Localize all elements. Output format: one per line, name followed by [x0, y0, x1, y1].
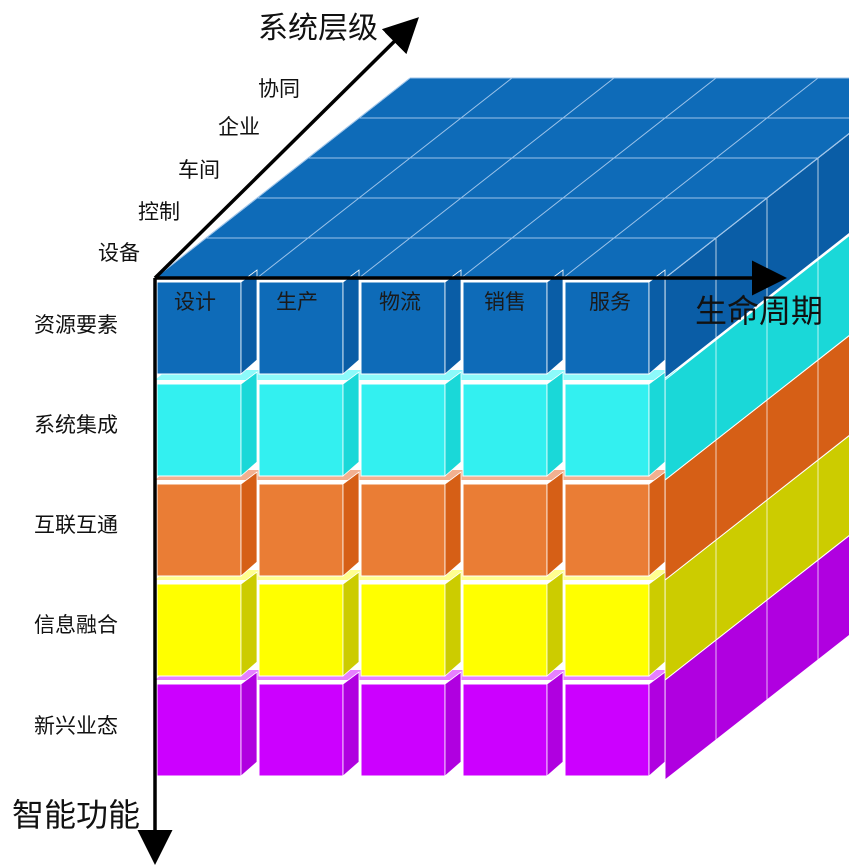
cube-cell-bevel — [648, 371, 666, 477]
cube-cell — [258, 383, 344, 477]
cube-cell-bevel — [546, 471, 564, 577]
cube-cell — [156, 281, 242, 375]
cube-cell-bevel — [444, 471, 462, 577]
cube-cell-bevel — [444, 269, 462, 375]
function-label-fusion: 信息融合 — [34, 613, 118, 637]
cube-cell — [258, 683, 344, 777]
cube-cell — [564, 483, 650, 577]
cube-cell — [360, 683, 446, 777]
cube-cell — [258, 281, 344, 375]
lifecycle-label-production: 生产 — [276, 290, 318, 314]
lifecycle-axis-title: 生命周期 — [695, 292, 823, 330]
system-level-axis — [153, 17, 419, 280]
cube-cell — [360, 483, 446, 577]
top-grid-line — [562, 77, 819, 279]
cube-cell — [156, 383, 242, 477]
cube-cell — [156, 483, 242, 577]
cube-cell-bevel — [546, 671, 564, 777]
cube-cell — [564, 683, 650, 777]
cube-cell-bevel — [546, 571, 564, 677]
cube-cell-bevel — [240, 371, 258, 477]
front-cells — [156, 269, 666, 777]
cube-cell-bevel — [648, 571, 666, 677]
cube-cell-bevel — [648, 471, 666, 577]
system-level-label-workshop: 车间 — [178, 158, 220, 182]
lifecycle-label-service: 服务 — [589, 290, 631, 314]
cube-cell — [156, 683, 242, 777]
cube-cell-bevel — [342, 671, 360, 777]
lifecycle-label-design: 设计 — [174, 290, 216, 314]
function-label-interconnect: 互联互通 — [34, 513, 118, 537]
cube-cell-bevel — [648, 269, 666, 375]
cube-cell-bevel — [546, 269, 564, 375]
function-label-resource: 资源要素 — [34, 313, 118, 337]
cube-cell — [462, 583, 548, 677]
cube-cell-bevel — [342, 269, 360, 375]
cube-cell-bevel — [444, 371, 462, 477]
lifecycle-label-logistics: 物流 — [379, 290, 421, 314]
top-grid-line — [154, 77, 411, 279]
cube-cell-bevel — [342, 571, 360, 677]
top-grid-line — [256, 77, 513, 279]
cube-cell-bevel — [444, 671, 462, 777]
cube-cell — [360, 583, 446, 677]
cube-cell-bevel — [546, 371, 564, 477]
cube-cell-bevel — [240, 471, 258, 577]
cube-cell — [156, 583, 242, 677]
cube-cell — [564, 281, 650, 375]
cube-cell-bevel — [648, 671, 666, 777]
cube-cell — [462, 383, 548, 477]
cube-cell — [258, 483, 344, 577]
cube-cell-bevel — [342, 371, 360, 477]
cube-cell — [564, 383, 650, 477]
cube-cell-bevel — [240, 269, 258, 375]
cube-cell-bevel — [444, 571, 462, 677]
lifecycle-label-sales: 销售 — [484, 290, 526, 314]
system-level-axis-title: 系统层级 — [258, 11, 378, 46]
top-grid-line — [460, 77, 717, 279]
function-label-integration: 系统集成 — [34, 413, 118, 437]
cube-cell — [258, 583, 344, 677]
system-level-label-device: 设备 — [98, 241, 140, 265]
cube-cell — [564, 583, 650, 677]
cube-cell-bevel — [342, 471, 360, 577]
cube-cell-bevel — [240, 671, 258, 777]
top-grid-line — [358, 77, 615, 279]
cube-cell — [462, 483, 548, 577]
cube-cell-bevel — [240, 571, 258, 677]
cube-cell — [462, 683, 548, 777]
function-label-emerging: 新兴业态 — [34, 714, 118, 738]
top-grid-line — [664, 133, 849, 279]
cube-cell — [360, 383, 446, 477]
system-level-label-control: 控制 — [138, 200, 180, 224]
function-axis-title: 智能功能 — [12, 796, 140, 834]
cube-cell — [360, 281, 446, 375]
system-level-label-enterprise: 企业 — [218, 115, 260, 139]
system-level-label-collaboration: 协同 — [258, 77, 300, 101]
